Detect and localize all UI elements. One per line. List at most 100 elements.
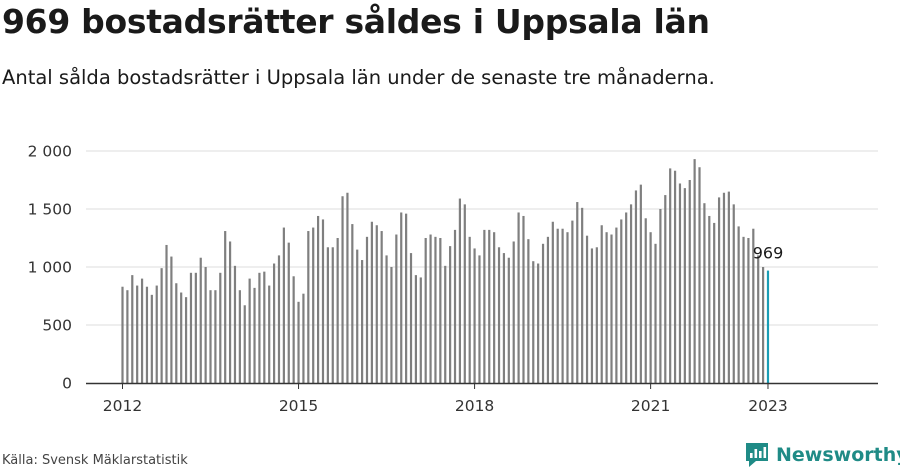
bar <box>248 278 251 383</box>
bar <box>449 246 452 383</box>
bar <box>390 267 393 383</box>
bar <box>493 232 496 383</box>
bar <box>439 238 442 383</box>
bar <box>483 229 486 383</box>
bar <box>145 286 149 383</box>
bar <box>292 276 295 383</box>
bar <box>189 272 193 383</box>
x-axis <box>86 382 878 389</box>
bar <box>253 287 256 383</box>
bar <box>214 290 217 383</box>
bar <box>131 275 134 383</box>
bar <box>224 231 227 383</box>
bar <box>170 256 173 383</box>
bar <box>175 283 178 383</box>
bar <box>126 290 129 383</box>
y-tick-label: 500 <box>42 317 72 335</box>
bar <box>742 236 745 383</box>
bar <box>698 167 701 383</box>
bar <box>424 238 427 383</box>
bar <box>409 253 413 383</box>
bar <box>307 231 310 383</box>
bar <box>507 257 510 383</box>
bar <box>537 263 540 383</box>
bar <box>722 192 726 383</box>
bar <box>620 219 623 383</box>
bar <box>551 221 554 383</box>
bar-highlight <box>766 270 770 383</box>
bar <box>356 249 359 383</box>
bar <box>757 255 760 383</box>
bar <box>713 222 716 383</box>
bar <box>150 294 153 383</box>
bar <box>581 207 584 383</box>
bar <box>502 253 506 383</box>
bar <box>615 227 618 383</box>
bar <box>761 267 765 383</box>
bar <box>370 221 373 383</box>
bar <box>517 212 520 383</box>
x-tick-label: 2012 <box>103 397 142 415</box>
bar <box>419 277 422 383</box>
bar <box>625 212 628 383</box>
bar <box>644 218 647 383</box>
bar <box>444 265 447 383</box>
bar <box>664 195 667 383</box>
gridlines <box>86 150 878 326</box>
bar <box>634 190 638 383</box>
bar <box>282 227 285 383</box>
bar <box>527 239 530 383</box>
bar <box>258 272 261 383</box>
bar <box>737 226 740 383</box>
bar <box>346 192 349 383</box>
bar <box>566 232 569 383</box>
bar <box>140 278 144 383</box>
bar <box>639 184 642 383</box>
bar <box>375 225 378 383</box>
bar <box>541 243 545 383</box>
bar <box>522 215 525 383</box>
bar <box>233 265 237 383</box>
bar <box>654 243 657 383</box>
bar <box>747 238 750 383</box>
bar <box>708 215 711 383</box>
bar <box>600 225 603 383</box>
x-tick-label: 2021 <box>631 397 670 415</box>
bar <box>673 170 677 383</box>
bar <box>727 191 730 383</box>
source-note: Källa: Svensk Mäklarstatistik <box>2 453 188 468</box>
bar <box>610 234 613 383</box>
bar <box>194 272 197 383</box>
bar <box>238 290 241 383</box>
bar <box>546 236 550 383</box>
page-title: 969 bostadsrätter såldes i Uppsala län <box>2 2 710 41</box>
brand[interactable]: Newsworthy <box>744 441 900 469</box>
bar <box>497 247 501 383</box>
bar <box>649 232 652 383</box>
bar <box>400 212 403 383</box>
bar <box>629 204 633 383</box>
bar <box>659 209 662 383</box>
bar <box>693 159 696 383</box>
bar <box>312 227 315 383</box>
bar <box>365 236 369 383</box>
bar <box>287 242 290 383</box>
newsworthy-logo-icon <box>746 443 768 467</box>
bar <box>263 271 266 383</box>
bar <box>732 204 735 383</box>
bar <box>683 188 686 383</box>
bar <box>669 168 672 383</box>
bar <box>576 202 579 383</box>
bar <box>165 244 168 383</box>
bar <box>678 183 682 383</box>
bar <box>512 241 515 383</box>
bar <box>605 232 608 383</box>
bar <box>585 235 589 383</box>
bar <box>160 268 163 383</box>
bar <box>268 285 271 383</box>
bar <box>302 293 305 383</box>
bar <box>703 203 706 383</box>
y-tick-label: 1 500 <box>28 201 72 219</box>
bar <box>277 255 281 383</box>
